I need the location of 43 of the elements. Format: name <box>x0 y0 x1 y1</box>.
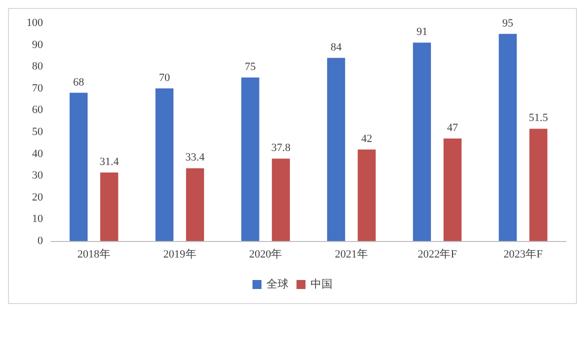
y-tick-label: 70 <box>32 82 44 94</box>
bar <box>100 172 118 241</box>
data-label: 37.8 <box>271 142 292 154</box>
y-tick-label: 50 <box>32 126 44 138</box>
data-label: 91 <box>416 26 428 38</box>
bar <box>327 58 346 241</box>
legend-label: 中国 <box>310 278 332 290</box>
bar <box>412 42 431 241</box>
bar <box>241 78 260 241</box>
data-label: 51.5 <box>528 112 549 124</box>
bar <box>529 128 548 241</box>
x-tick-label: 2022年F <box>418 248 457 260</box>
y-tick-label: 100 <box>26 17 44 29</box>
y-tick-label: 20 <box>32 191 44 204</box>
data-label: 70 <box>158 72 170 84</box>
bar <box>155 88 174 241</box>
y-tick-label: 30 <box>32 170 44 182</box>
y-tick-label: 90 <box>32 38 44 51</box>
y-tick-label: 40 <box>32 148 44 160</box>
x-tick-label: 2023年F <box>504 248 543 260</box>
y-tick-label: 80 <box>32 60 44 73</box>
x-tick-label: 2020年 <box>249 248 282 260</box>
legend-label: 全球 <box>266 278 288 290</box>
y-tick-label: 0 <box>38 235 44 247</box>
bar <box>498 34 517 241</box>
data-label: 68 <box>73 76 85 88</box>
bar <box>70 92 88 241</box>
data-label: 47 <box>447 122 459 134</box>
bar <box>272 158 290 241</box>
x-tick-label: 2021年 <box>334 248 368 260</box>
x-tick-label: 2019年 <box>163 248 196 260</box>
bar <box>358 149 376 241</box>
data-label: 33.4 <box>185 152 206 164</box>
y-tick-label: 60 <box>32 104 44 116</box>
data-label: 84 <box>330 41 342 54</box>
bar <box>186 168 204 241</box>
data-label: 42 <box>361 132 372 145</box>
data-label: 31.4 <box>100 156 120 168</box>
x-tick-label: 2018年 <box>77 248 110 260</box>
data-label: 75 <box>244 61 256 73</box>
y-tick-label: 10 <box>32 213 44 226</box>
bar <box>444 138 462 241</box>
data-label: 95 <box>502 17 514 30</box>
